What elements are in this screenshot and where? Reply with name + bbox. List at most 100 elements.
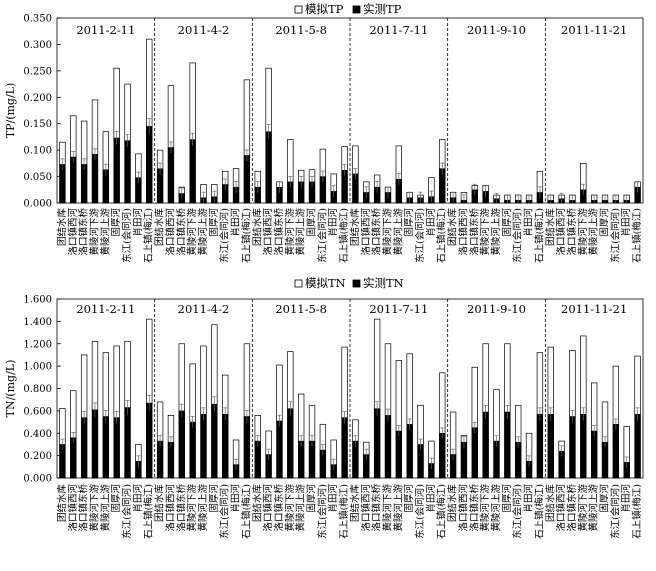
legend-swatch-simulated — [294, 5, 303, 14]
bar-measured — [59, 164, 66, 204]
x-tick-label: 黄陵河下游 — [577, 484, 589, 532]
x-tick-label: 固厚河 — [208, 484, 220, 513]
x-tick-label: 石上镇(梅江) — [631, 208, 643, 263]
x-tick-label: 洛口镇西河 — [164, 484, 176, 532]
x-tick-label: 黄陵河下游 — [186, 208, 198, 256]
x-tick-label: 固厚河 — [306, 484, 318, 513]
x-tick-label: 东江(会同河) — [609, 208, 621, 263]
legend-label-measured: 实测TP — [363, 2, 402, 16]
x-tick-label: 黄陵河下游 — [479, 484, 491, 532]
bar-measured — [504, 411, 511, 479]
x-tick-label: 肖田河 — [132, 484, 144, 513]
x-tick-label: 洛口镇西河 — [67, 484, 79, 532]
x-tick-label: 东江(会同河) — [414, 484, 426, 539]
bar-measured — [243, 416, 250, 479]
bar-measured — [406, 424, 413, 479]
y-tick-label: 0.350 — [23, 14, 52, 25]
y-tick-label: 0.150 — [23, 119, 52, 130]
x-tick-label: 肖田河 — [230, 484, 242, 513]
x-tick-label: 肖田河 — [425, 484, 437, 513]
y-tick-label: 1.400 — [23, 317, 52, 328]
x-tick-label: 石上镇(梅江) — [533, 208, 545, 263]
bar-measured — [189, 421, 196, 479]
x-tick-label: 黄陵河下游 — [381, 208, 393, 256]
period-label: 2011-9-10 — [467, 302, 526, 316]
y-tick-label: 0.250 — [23, 66, 52, 77]
legend-label-simulated: 模拟TN — [305, 276, 346, 290]
x-tick-label: 黄陵河下游 — [186, 484, 198, 532]
bar-measured — [395, 430, 402, 479]
period-label: 2011-2-11 — [76, 23, 135, 37]
bar-measured — [102, 416, 109, 479]
period-label: 2011-4-2 — [178, 23, 230, 37]
x-tick-label: 洛口镇西河 — [555, 484, 567, 532]
y-tick-label: 1.200 — [23, 339, 52, 350]
x-tick-label: 黄陵河上游 — [197, 484, 209, 532]
bar-measured — [189, 139, 196, 204]
x-tick-label: 东江(会同河) — [219, 484, 231, 539]
x-tick-label: 固厚河 — [403, 208, 415, 237]
x-tick-label: 东江(会同河) — [121, 208, 133, 263]
x-tick-label: 团结水库 — [56, 208, 68, 247]
bar-measured — [146, 402, 153, 479]
x-tick-label: 东江(会同河) — [512, 208, 524, 263]
bar-measured — [70, 437, 77, 479]
x-tick-label: 团结水库 — [154, 208, 166, 247]
x-tick-label: 黄陵河上游 — [588, 208, 600, 256]
x-tick-label: 固厚河 — [599, 484, 611, 513]
chart-tn: 0.000 0.200 0.400 0.600 0.800 1.000 1.200 1.400… — [4, 276, 644, 539]
x-tick-label: 团结水库 — [251, 208, 263, 247]
x-tick-label: 固厚河 — [110, 208, 122, 237]
y-tick-label: 0.200 — [23, 451, 52, 462]
x-tick-label: 肖田河 — [523, 208, 535, 237]
legend-swatch-measured — [352, 279, 361, 288]
bar-measured — [157, 440, 164, 479]
x-tick-label: 固厚河 — [403, 484, 415, 513]
bar-measured — [341, 417, 348, 479]
x-tick-label: 石上镇(梅江) — [436, 484, 448, 539]
bar-measured — [124, 407, 131, 479]
x-tick-label: 石上镇(梅江) — [143, 208, 155, 263]
bar-measured — [569, 416, 576, 479]
x-tick-label: 东江(会同河) — [609, 484, 621, 539]
bar-measured — [439, 433, 446, 479]
x-tick-label: 黄陵河上游 — [392, 208, 404, 256]
x-tick-label: 洛口镇东桥 — [78, 484, 90, 532]
period-label: 2011-4-2 — [178, 302, 230, 316]
x-tick-label: 固厚河 — [306, 208, 318, 237]
bar-measured — [308, 440, 316, 479]
bar-measured — [536, 413, 543, 479]
legend-swatch-measured — [352, 5, 361, 14]
x-tick-label: 肖田河 — [620, 208, 632, 237]
x-tick-label: 洛口镇西河 — [262, 208, 274, 256]
x-tick-label: 肖田河 — [523, 484, 535, 513]
x-tick-label: 东江(会同河) — [219, 208, 231, 263]
x-tick-label: 肖田河 — [230, 208, 242, 237]
y-tick-label: 0.800 — [23, 384, 52, 395]
x-tick-label: 团结水库 — [447, 484, 459, 523]
x-tick-label: 洛口镇东桥 — [468, 208, 480, 256]
x-tick-label: 黄陵河上游 — [295, 484, 307, 532]
x-tick-label: 洛口镇东桥 — [566, 208, 578, 256]
x-tick-label: 团结水库 — [154, 484, 166, 523]
x-tick-label: 团结水库 — [56, 484, 68, 523]
x-tick-label: 黄陵河下游 — [88, 484, 100, 532]
legend-label-simulated: 模拟TP — [305, 2, 344, 16]
x-tick-label: 洛口镇东桥 — [175, 484, 187, 532]
x-tick-label: 团结水库 — [544, 208, 556, 247]
x-tick-label: 洛口镇西河 — [360, 208, 372, 256]
bar-measured — [81, 164, 88, 204]
bar-measured — [146, 126, 153, 204]
x-tick-label: 东江(会同河) — [121, 484, 133, 539]
legend-label-measured: 实测TN — [363, 276, 404, 290]
bar-measured — [211, 403, 218, 479]
x-tick-label: 洛口镇西河 — [360, 484, 372, 532]
bar-measured — [384, 415, 392, 479]
x-tick-label: 团结水库 — [349, 484, 361, 523]
x-tick-label: 洛口镇西河 — [164, 208, 176, 256]
y-tick-label: 0.200 — [23, 93, 52, 104]
x-tick-label: 东江(会同河) — [316, 484, 328, 539]
bar-measured — [580, 413, 587, 479]
period-label: 2011-2-11 — [76, 302, 135, 316]
